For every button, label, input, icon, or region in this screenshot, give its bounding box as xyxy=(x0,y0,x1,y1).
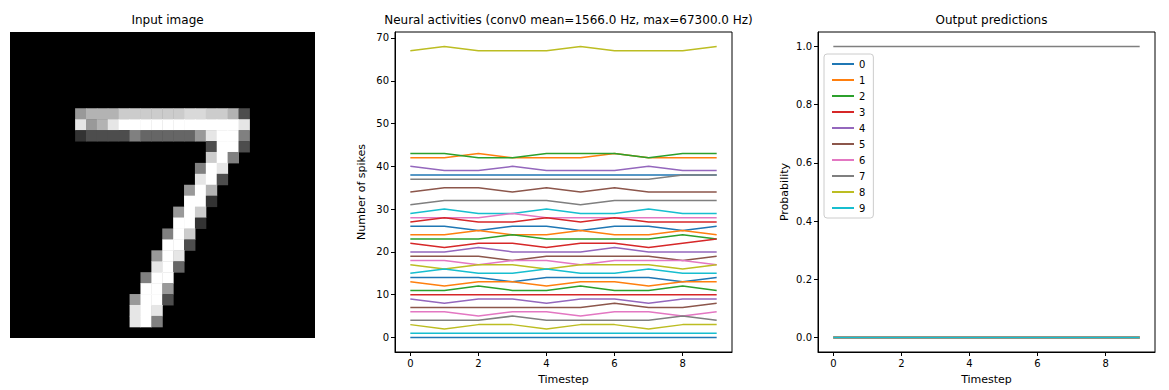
svg-text:6: 6 xyxy=(611,358,617,369)
svg-text:4: 4 xyxy=(543,358,549,369)
svg-text:9: 9 xyxy=(859,203,865,214)
svg-text:30: 30 xyxy=(376,204,389,215)
svg-text:Input image: Input image xyxy=(131,13,203,27)
svg-text:40: 40 xyxy=(376,161,389,172)
svg-text:Timestep: Timestep xyxy=(537,373,589,386)
svg-text:2: 2 xyxy=(859,91,865,102)
svg-text:0.0: 0.0 xyxy=(796,332,812,343)
svg-text:50: 50 xyxy=(376,118,389,129)
svg-text:4: 4 xyxy=(966,358,972,369)
svg-text:8: 8 xyxy=(1102,358,1108,369)
svg-text:Number of spikes: Number of spikes xyxy=(355,144,368,240)
svg-text:3: 3 xyxy=(859,107,865,118)
svg-text:Neural activities (conv0 mean=: Neural activities (conv0 mean=1566.0 Hz,… xyxy=(384,13,753,27)
svg-text:1: 1 xyxy=(859,75,865,86)
svg-text:6: 6 xyxy=(1034,358,1040,369)
svg-text:8: 8 xyxy=(859,187,865,198)
svg-text:10: 10 xyxy=(376,289,389,300)
svg-text:0: 0 xyxy=(407,358,413,369)
svg-text:2: 2 xyxy=(475,358,481,369)
svg-text:0.4: 0.4 xyxy=(796,216,812,227)
svg-text:Output predictions: Output predictions xyxy=(936,13,1048,27)
svg-text:8: 8 xyxy=(679,358,685,369)
svg-text:0: 0 xyxy=(859,59,865,70)
svg-text:60: 60 xyxy=(376,75,389,86)
svg-text:2: 2 xyxy=(898,358,904,369)
svg-text:1.0: 1.0 xyxy=(796,41,812,52)
svg-text:0: 0 xyxy=(830,358,836,369)
svg-text:Probability: Probability xyxy=(778,162,791,221)
svg-text:0.2: 0.2 xyxy=(796,274,812,285)
svg-text:0.8: 0.8 xyxy=(796,99,812,110)
svg-text:4: 4 xyxy=(859,123,865,134)
svg-text:70: 70 xyxy=(376,32,389,43)
svg-text:Timestep: Timestep xyxy=(960,373,1012,386)
svg-text:5: 5 xyxy=(859,139,865,150)
svg-text:20: 20 xyxy=(376,246,389,257)
svg-text:6: 6 xyxy=(859,155,865,166)
svg-text:0.6: 0.6 xyxy=(796,157,812,168)
svg-text:7: 7 xyxy=(859,171,865,182)
svg-text:0: 0 xyxy=(383,332,389,343)
